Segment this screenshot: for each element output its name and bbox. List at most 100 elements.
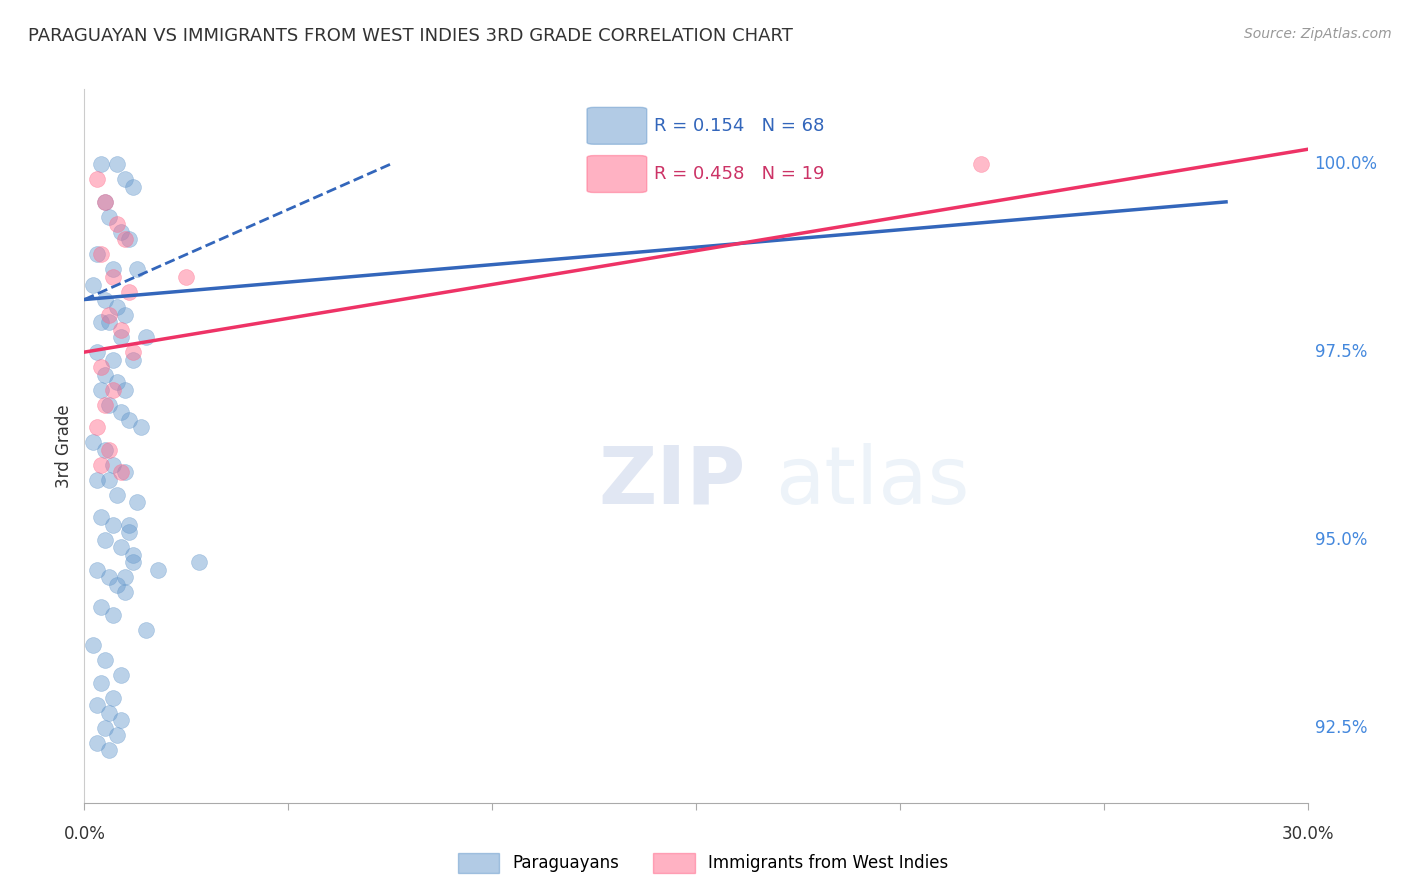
Point [110, 465, 132, 479]
Point [105, 157, 128, 171]
Point [82, 277, 104, 292]
Point [86, 420, 108, 434]
Point [131, 420, 153, 434]
Point [97, 308, 120, 322]
Point [114, 172, 136, 186]
Point [93, 721, 115, 735]
Text: R = 0.154   N = 68: R = 0.154 N = 68 [654, 117, 824, 135]
Point [970, 157, 993, 171]
Point [93, 653, 115, 667]
Point [82, 638, 104, 652]
Point [122, 548, 145, 562]
Point [135, 623, 157, 637]
Point [110, 322, 132, 336]
Point [101, 690, 124, 705]
Point [93, 368, 115, 382]
Text: 97.5%: 97.5% [1315, 343, 1367, 361]
Point [93, 533, 115, 547]
Point [118, 285, 141, 299]
Point [97, 398, 120, 412]
Point [90, 600, 112, 615]
Point [86, 698, 108, 713]
Y-axis label: 3rd Grade: 3rd Grade [55, 404, 73, 488]
FancyBboxPatch shape [588, 107, 647, 145]
Text: R = 0.458   N = 19: R = 0.458 N = 19 [654, 165, 824, 183]
Point [146, 563, 169, 577]
Point [110, 225, 132, 239]
Point [101, 607, 124, 622]
Point [105, 488, 128, 502]
Point [127, 495, 149, 509]
Point [86, 172, 108, 186]
Text: atlas: atlas [776, 442, 970, 521]
Point [127, 262, 149, 277]
Point [122, 556, 145, 570]
Point [97, 743, 120, 757]
Text: ZIP: ZIP [598, 442, 745, 521]
Point [105, 578, 128, 592]
Point [86, 473, 108, 487]
Text: 100.0%: 100.0% [1315, 155, 1378, 173]
Point [110, 405, 132, 419]
Text: 0.0%: 0.0% [63, 825, 105, 843]
Point [105, 218, 128, 232]
Point [90, 247, 112, 261]
Point [97, 315, 120, 329]
Point [93, 293, 115, 307]
Point [93, 194, 115, 209]
Point [86, 345, 108, 359]
Point [101, 262, 124, 277]
Point [174, 270, 197, 285]
Text: Source: ZipAtlas.com: Source: ZipAtlas.com [1244, 27, 1392, 41]
Point [122, 352, 145, 367]
Point [105, 300, 128, 314]
Point [82, 435, 104, 450]
Point [90, 383, 112, 397]
Point [90, 315, 112, 329]
Point [97, 210, 120, 224]
Point [97, 706, 120, 720]
Point [187, 556, 209, 570]
Point [90, 157, 112, 171]
Point [122, 179, 145, 194]
Point [101, 517, 124, 532]
Point [90, 510, 112, 524]
Point [93, 194, 115, 209]
Point [110, 668, 132, 682]
Point [135, 330, 157, 344]
Point [90, 458, 112, 472]
Point [90, 675, 112, 690]
Point [101, 458, 124, 472]
Point [122, 345, 145, 359]
Point [118, 517, 141, 532]
Point [86, 563, 108, 577]
Text: PARAGUAYAN VS IMMIGRANTS FROM WEST INDIES 3RD GRADE CORRELATION CHART: PARAGUAYAN VS IMMIGRANTS FROM WEST INDIE… [28, 27, 793, 45]
Point [114, 585, 136, 599]
Point [90, 360, 112, 375]
Point [118, 525, 141, 540]
Point [86, 247, 108, 261]
Point [97, 473, 120, 487]
Point [105, 728, 128, 742]
Legend: Paraguayans, Immigrants from West Indies: Paraguayans, Immigrants from West Indies [451, 847, 955, 880]
Point [101, 270, 124, 285]
Point [101, 383, 124, 397]
Point [110, 330, 132, 344]
Point [114, 570, 136, 584]
Point [110, 713, 132, 727]
Point [97, 570, 120, 584]
Text: 95.0%: 95.0% [1315, 531, 1367, 549]
Point [114, 383, 136, 397]
Point [118, 413, 141, 427]
Point [93, 442, 115, 457]
Point [93, 398, 115, 412]
Point [114, 465, 136, 479]
FancyBboxPatch shape [588, 155, 647, 193]
Point [101, 352, 124, 367]
Point [110, 541, 132, 555]
Point [114, 232, 136, 246]
Point [97, 442, 120, 457]
Point [105, 375, 128, 389]
Text: 30.0%: 30.0% [1281, 825, 1334, 843]
Text: 92.5%: 92.5% [1315, 719, 1367, 737]
